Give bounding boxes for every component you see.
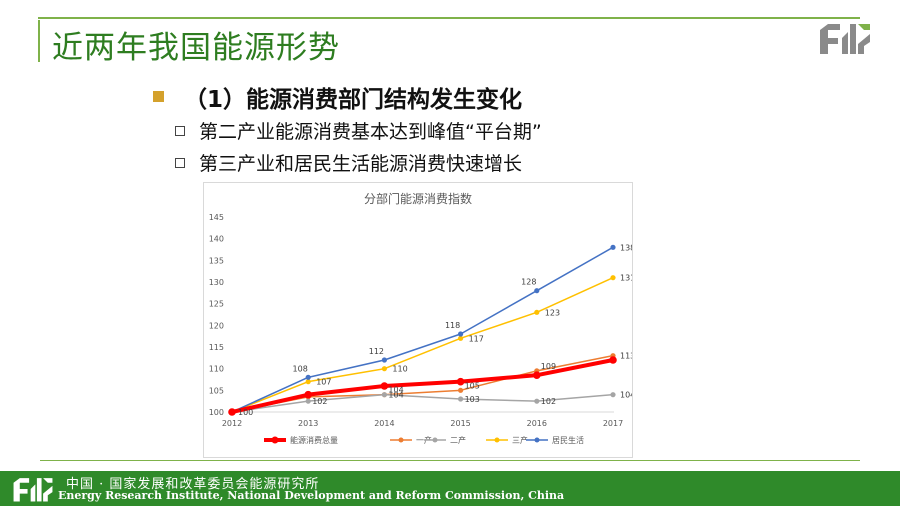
data-point [534, 398, 540, 404]
data-point [305, 379, 311, 385]
data-point [458, 387, 464, 393]
legend-label: 居民生活 [552, 435, 584, 445]
series-line-3 [231, 393, 614, 413]
data-label: 104 [388, 386, 403, 395]
y-tick-label: 105 [209, 386, 224, 395]
series-line-4 [231, 276, 614, 413]
footer-chinese-name: 中国 · 国家发展和改革委员会能源研究所 [66, 477, 320, 492]
data-point [610, 244, 616, 250]
x-tick-label: 2012 [222, 419, 242, 428]
data-label: 105 [465, 381, 480, 390]
sub-bullet-2: 第三产业和居民生活能源消费快速增长 [175, 149, 522, 176]
data-point [456, 377, 465, 386]
footer-logo-icon [13, 478, 53, 502]
data-point [609, 356, 617, 364]
data-point [610, 275, 616, 281]
data-label: 112 [369, 347, 384, 356]
y-tick-label: 145 [209, 213, 224, 222]
legend-swatch-marker [398, 437, 404, 443]
x-tick-label: 2017 [603, 419, 623, 428]
y-tick-label: 100 [209, 408, 224, 417]
data-point [228, 408, 236, 416]
data-label: 104 [620, 391, 632, 400]
chart-container: 分部门能源消费指数 100 105 110 115 120 125 130 135 140 145 2… [203, 182, 636, 458]
data-label: 118 [445, 321, 460, 330]
data-point [610, 392, 616, 398]
x-tick-label: 2014 [374, 419, 394, 428]
data-point [305, 398, 311, 404]
data-label: 123 [545, 308, 560, 317]
section-heading: （1）能源消费部门结构发生变化 [184, 87, 523, 113]
data-point [534, 309, 540, 315]
series-line-5 [231, 246, 614, 413]
bottom-rule [40, 460, 860, 461]
slide-title: 近两年我国能源形势 [52, 30, 340, 66]
data-label: 108 [293, 364, 308, 373]
y-tick-label: 115 [209, 343, 224, 352]
data-point [534, 288, 540, 294]
data-label: 117 [469, 334, 484, 343]
data-label: 104 [388, 391, 403, 400]
legend-label: 二产 [450, 435, 466, 445]
legend-swatch-marker [534, 437, 540, 443]
checkbox-bullet-icon [175, 157, 185, 168]
legend-label: 三产 [512, 435, 528, 445]
checkbox-bullet-icon [175, 125, 185, 136]
data-point [381, 366, 387, 372]
x-tick-label: 2013 [298, 419, 318, 428]
data-point [304, 390, 312, 399]
data-label: 100 [238, 408, 253, 417]
data-label: 138 [620, 243, 632, 252]
y-tick-label: 120 [209, 321, 224, 330]
data-label: 102 [312, 397, 327, 406]
sub-bullet-1-text: 第二产业能源消费基本达到峰值“平台期” [199, 121, 542, 143]
data-label: 103 [465, 395, 480, 404]
y-tick-label: 135 [209, 256, 224, 265]
data-label: 107 [316, 378, 331, 387]
data-point [381, 357, 387, 363]
y-tick-label: 130 [209, 278, 224, 287]
title-top-rule [38, 17, 860, 19]
data-point [305, 374, 311, 380]
legend-swatch-marker [432, 437, 438, 443]
data-point [458, 335, 464, 341]
sub-bullet-1: 第二产业能源消费基本达到峰值“平台期” [175, 117, 542, 144]
x-tick-label: 2016 [527, 419, 547, 428]
footer-bar: 中国 · 国家发展和改革委员会能源研究所 Energy Research Ins… [0, 471, 900, 506]
institute-logo-icon [820, 24, 870, 54]
chart-title: 分部门能源消费指数 [364, 191, 472, 206]
legend-swatch-marker [494, 437, 500, 443]
data-point [380, 382, 389, 390]
energy-index-line-chart: 分部门能源消费指数 100 105 110 115 120 125 130 135 140 145 2… [209, 191, 636, 445]
data-label: 131 [620, 274, 632, 283]
data-point [381, 392, 387, 398]
y-tick-label: 125 [209, 300, 224, 309]
data-point [533, 371, 541, 379]
data-label: 128 [521, 278, 536, 287]
data-label: 109 [541, 362, 556, 371]
data-label: 102 [541, 397, 556, 406]
legend-label: 能源消费总量 [290, 435, 338, 445]
y-tick-label: 140 [209, 235, 224, 244]
data-point [458, 396, 464, 402]
y-tick-label: 110 [209, 365, 224, 374]
data-point [458, 331, 464, 337]
main-bullet-square [153, 91, 164, 102]
sub-bullet-2-text: 第三产业和居民生活能源消费快速增长 [199, 153, 523, 175]
data-label: 110 [392, 365, 407, 374]
footer-english-name: Energy Research Institute, National Deve… [58, 489, 565, 502]
data-label: 113 [620, 352, 632, 361]
legend-swatch-marker [271, 436, 279, 444]
series-line-1 [231, 358, 614, 414]
x-tick-label: 2015 [450, 419, 470, 428]
title-left-rule [38, 20, 40, 62]
